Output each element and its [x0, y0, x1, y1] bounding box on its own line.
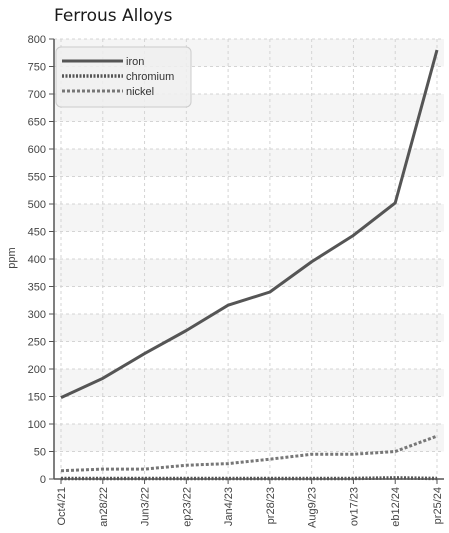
y-tick-label: 800: [28, 34, 46, 46]
y-tick-label: 200: [28, 364, 46, 376]
legend: iron chromium nickel: [55, 46, 192, 108]
x-tick-labels: Oct4/21 an28/22 Jun3/22 ep23/22 Jan4/23 pr28…: [56, 487, 444, 528]
grid-band: [54, 369, 444, 397]
x-tick-label: pr25/24: [432, 487, 444, 527]
grid-band: [54, 314, 444, 342]
legend-label-iron: iron: [126, 56, 144, 68]
y-tick-label: 500: [28, 199, 46, 211]
y-tick-label: 50: [34, 447, 46, 459]
y-tick-label: 700: [28, 89, 46, 101]
x-tick-label: pr28/23: [265, 487, 277, 527]
y-axis-label: ppm: [6, 247, 18, 268]
y-tick-label: 400: [28, 254, 46, 266]
background-bands: [54, 39, 444, 452]
chart-title: Ferrous Alloys: [54, 6, 173, 26]
x-tick-label: Jan4/23: [223, 487, 235, 526]
x-tick-label: ov17/23: [348, 487, 360, 526]
legend-label-nickel: nickel: [126, 86, 154, 98]
grid-band: [54, 424, 444, 452]
series-line-chromium: [61, 476, 438, 481]
y-tick-label: 650: [28, 117, 46, 129]
grid-lines: [54, 38, 444, 479]
grid-band: [54, 259, 444, 287]
series-line-nickel: [60, 434, 438, 473]
series-lines: [60, 49, 439, 481]
x-tick-label: an28/22: [98, 487, 110, 527]
y-tick-label: 300: [28, 309, 46, 321]
y-tick-label: 550: [28, 172, 46, 184]
grid-band: [54, 204, 444, 232]
x-tick-label: Jun3/22: [140, 487, 152, 526]
legend-label-chromium: chromium: [126, 71, 174, 83]
y-tick-label: 750: [28, 62, 46, 74]
y-tick-label: 350: [28, 282, 46, 294]
y-tick-label: 600: [28, 144, 46, 156]
x-tick-label: Oct4/21: [56, 487, 68, 526]
x-tick-label: Aug9/23: [307, 487, 319, 528]
y-tick-labels: 0 50 100 150 200 250 300 350 400 450 500 550 600 650 7…: [28, 34, 46, 486]
y-tick-label: 150: [28, 392, 46, 404]
grid-band: [54, 149, 444, 177]
x-tick-label: ep23/22: [181, 487, 193, 527]
x-tick-label: eb12/24: [390, 487, 402, 527]
y-tick-label: 0: [40, 474, 46, 486]
y-tick-label: 250: [28, 337, 46, 349]
y-tick-label: 450: [28, 227, 46, 239]
y-tick-label: 100: [28, 419, 46, 431]
series-line-iron: [60, 49, 439, 399]
